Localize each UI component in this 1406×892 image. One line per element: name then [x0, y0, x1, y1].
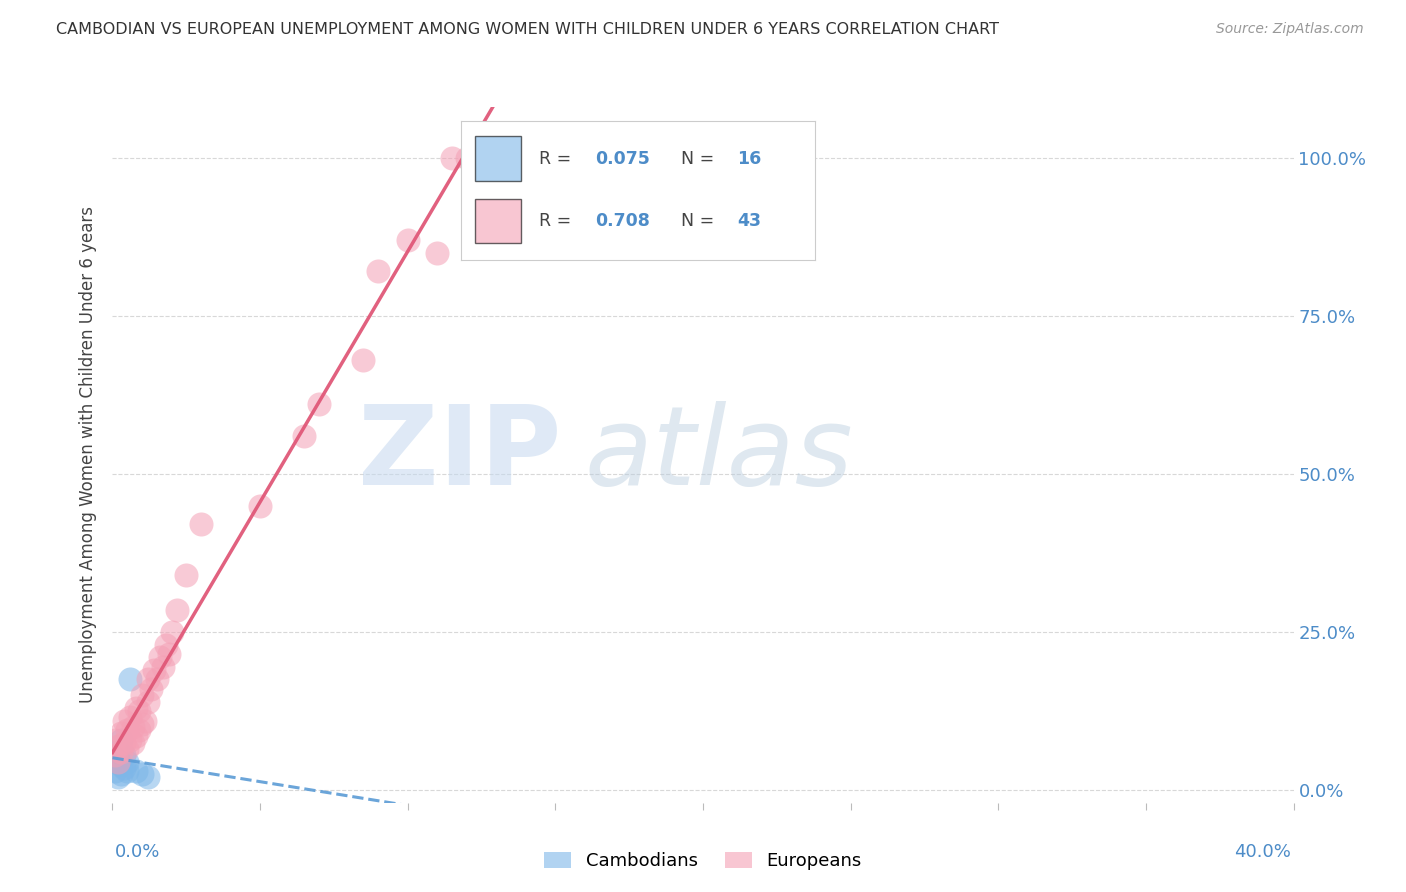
Point [112, 761, 135, 775]
Point [131, 716, 153, 731]
Point [142, 663, 165, 677]
Y-axis label: Unemployment Among Women with Children Under 6 years: Unemployment Among Women with Children U… [79, 206, 97, 704]
Point [190, 517, 212, 532]
Text: ZIP: ZIP [359, 401, 561, 508]
Point [426, 245, 449, 260]
Point [122, 720, 145, 734]
Point [110, 726, 132, 740]
Point [110, 767, 132, 781]
Point [174, 568, 197, 582]
Point [107, 755, 129, 769]
Point [107, 755, 129, 769]
Point [352, 353, 374, 368]
Point [152, 660, 174, 674]
Point [131, 767, 153, 781]
Point [166, 603, 188, 617]
Point [441, 151, 464, 165]
Point [117, 723, 138, 737]
Point [107, 739, 129, 753]
Point [110, 732, 132, 747]
Point [157, 647, 180, 661]
Point [120, 732, 142, 747]
Point [139, 681, 162, 696]
Point [128, 704, 150, 718]
Point [117, 755, 138, 769]
Point [104, 748, 127, 763]
Point [120, 673, 142, 687]
Point [125, 701, 148, 715]
Text: atlas: atlas [585, 401, 853, 508]
Point [112, 714, 135, 728]
Point [110, 745, 132, 759]
Point [122, 736, 145, 750]
Point [117, 764, 138, 779]
Point [367, 264, 389, 278]
Point [308, 397, 330, 411]
Point [112, 736, 135, 750]
Point [249, 499, 271, 513]
Point [125, 764, 148, 779]
Point [104, 732, 127, 747]
Point [149, 650, 172, 665]
Point [292, 429, 315, 443]
Point [456, 151, 478, 165]
Point [160, 625, 183, 640]
Point [120, 710, 142, 724]
Text: Source: ZipAtlas.com: Source: ZipAtlas.com [1216, 22, 1364, 37]
Point [112, 748, 135, 763]
Point [104, 751, 127, 765]
Text: 40.0%: 40.0% [1234, 843, 1291, 861]
Point [136, 771, 159, 785]
Point [136, 695, 159, 709]
Point [134, 714, 156, 728]
Point [125, 730, 148, 744]
Point [128, 723, 150, 737]
Point [136, 673, 159, 687]
Point [117, 742, 138, 756]
Text: 0.0%: 0.0% [115, 843, 160, 861]
Point [110, 757, 132, 772]
Point [396, 233, 419, 247]
Point [155, 638, 177, 652]
Point [104, 764, 127, 779]
Point [107, 745, 129, 759]
Point [131, 688, 153, 702]
Legend: Cambodians, Europeans: Cambodians, Europeans [537, 845, 869, 877]
Point [146, 673, 169, 687]
Text: CAMBODIAN VS EUROPEAN UNEMPLOYMENT AMONG WOMEN WITH CHILDREN UNDER 6 YEARS CORRE: CAMBODIAN VS EUROPEAN UNEMPLOYMENT AMONG… [56, 22, 1000, 37]
Point [107, 771, 129, 785]
